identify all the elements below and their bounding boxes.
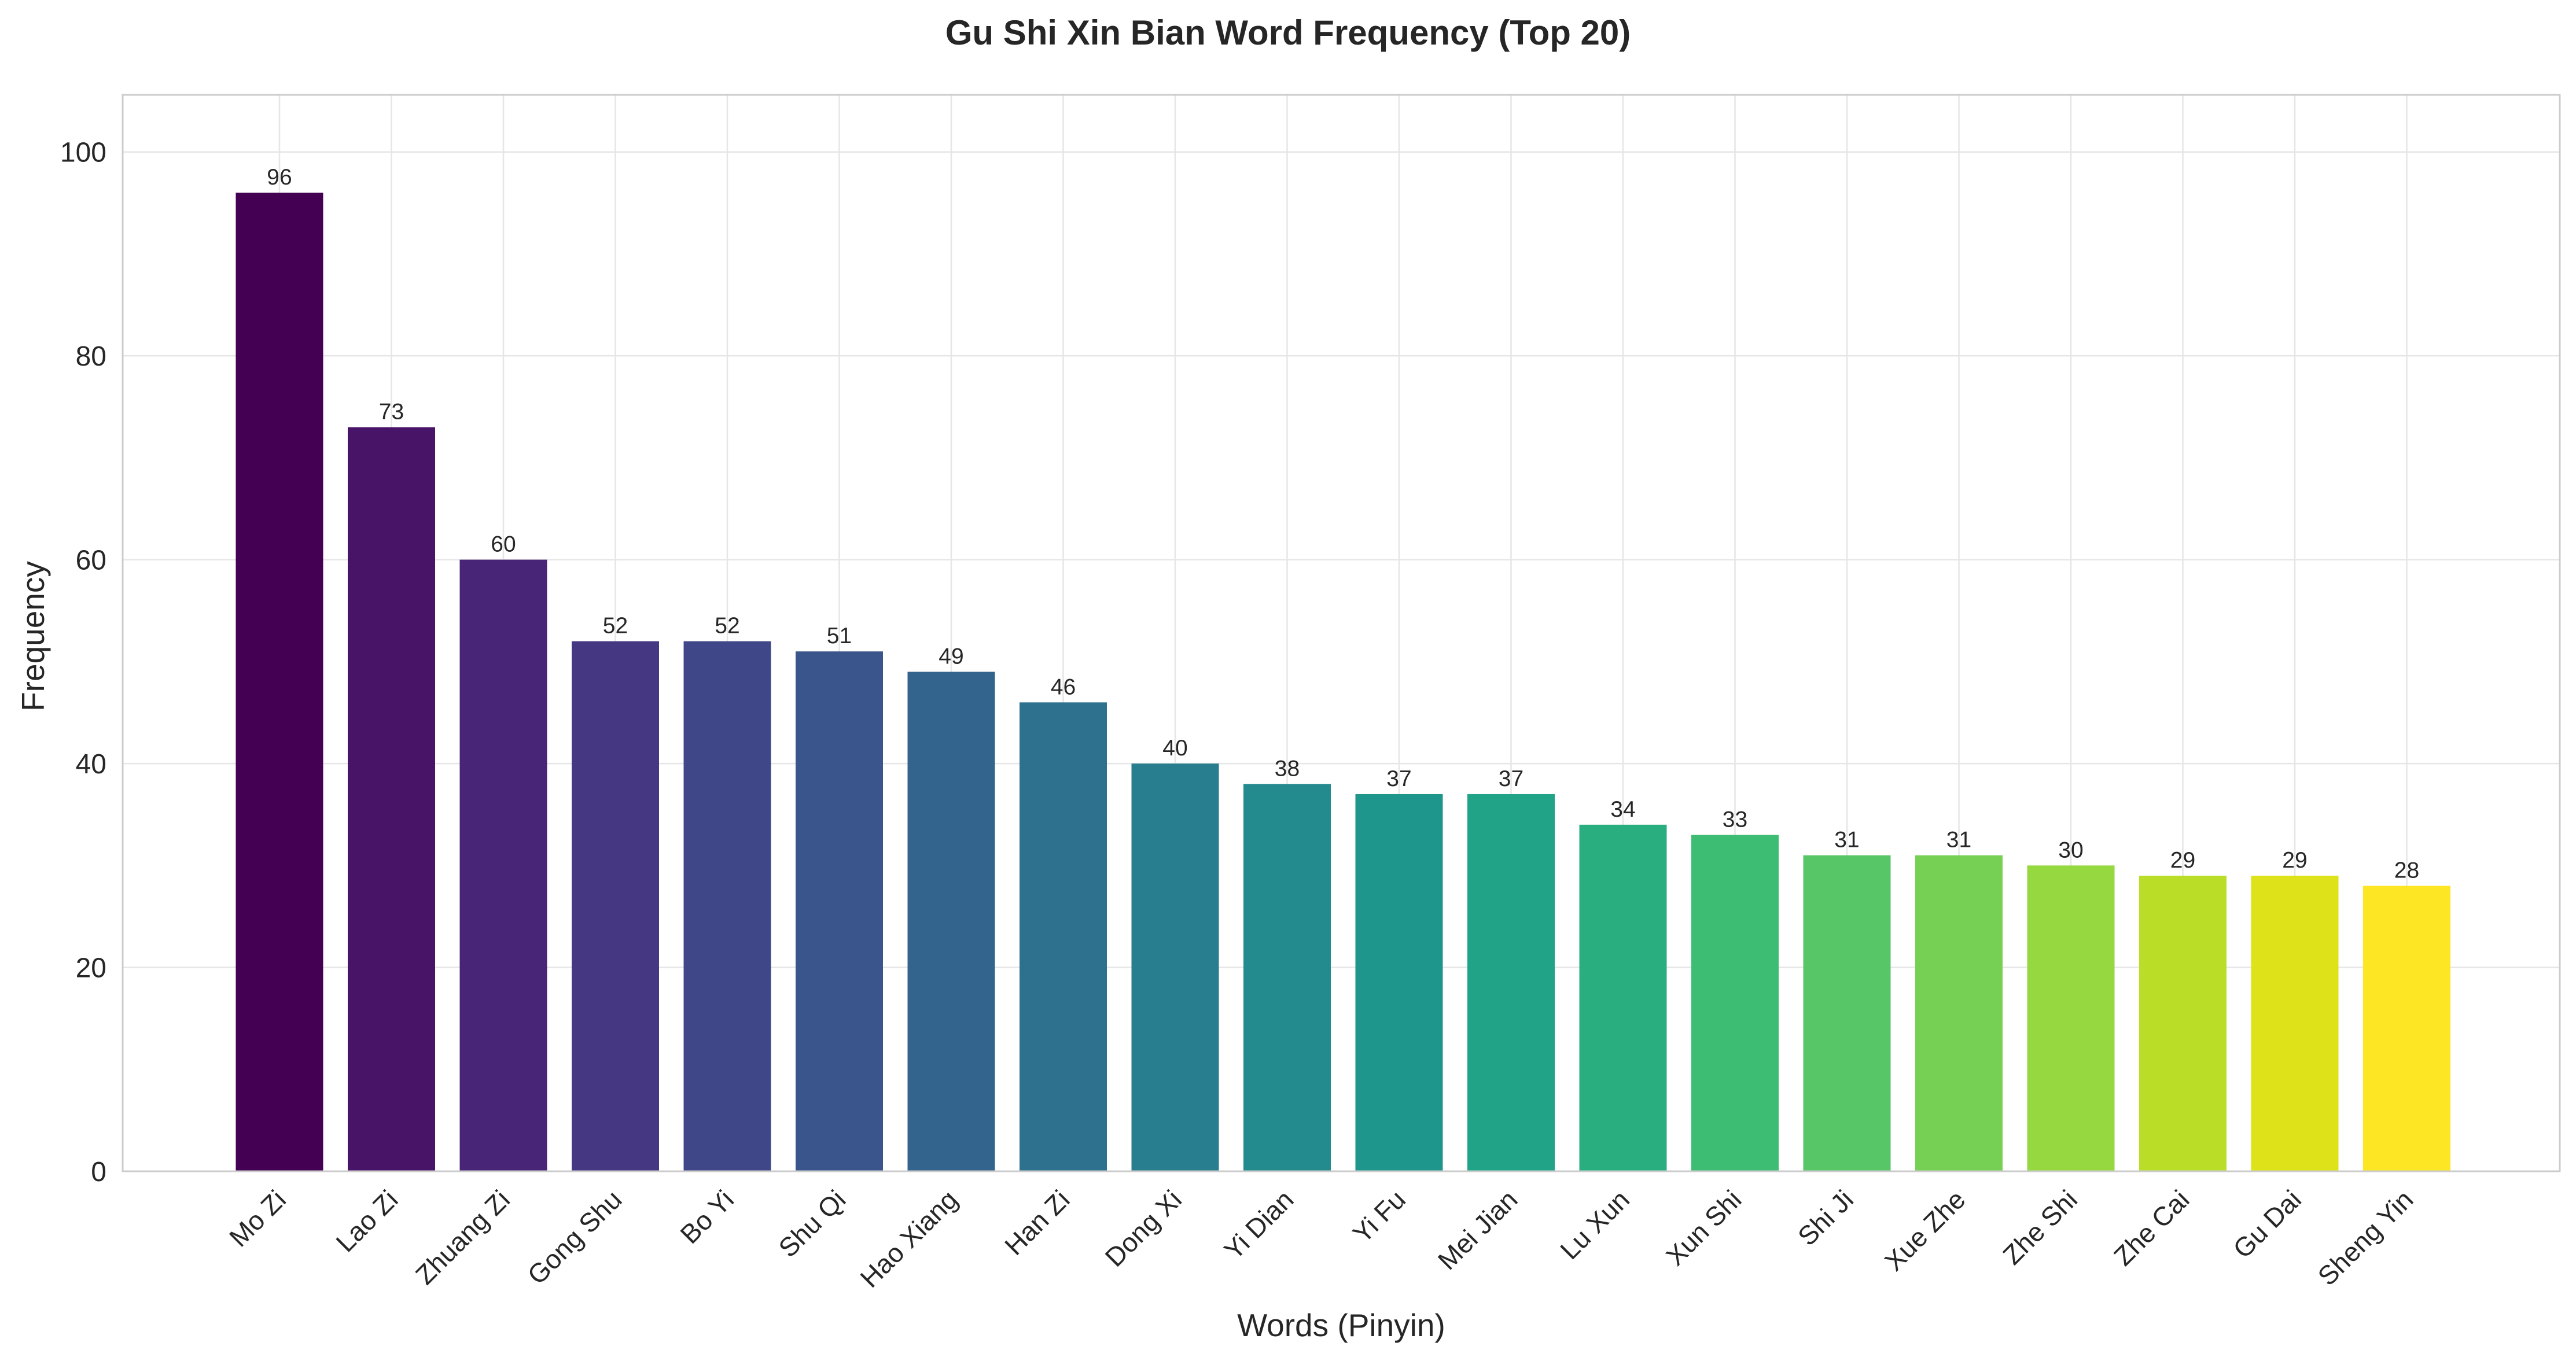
x-tick-label: Xun Shi <box>1660 1184 1747 1271</box>
data-label: 51 <box>827 624 852 648</box>
data-label: 28 <box>2394 858 2419 883</box>
data-label: 38 <box>1275 756 1300 781</box>
data-label: 96 <box>267 165 292 190</box>
data-label: 29 <box>2170 848 2195 873</box>
x-tick-label: Xue Zhe <box>1879 1184 1971 1277</box>
chart-title: Gu Shi Xin Bian Word Frequency (Top 20) <box>945 13 1631 52</box>
data-label: 37 <box>1386 766 1411 791</box>
y-tick-label: 80 <box>76 341 106 372</box>
x-tick-label: Gu Dai <box>2227 1184 2307 1264</box>
y-tick-label: 40 <box>76 749 106 780</box>
data-label: 46 <box>1051 674 1076 699</box>
x-tick-label: Lu Xun <box>1554 1184 1635 1265</box>
bar <box>1020 702 1107 1171</box>
bar <box>348 427 435 1172</box>
data-label: 29 <box>2282 848 2307 873</box>
x-tick-label: Yi Dian <box>1218 1184 1299 1265</box>
bar <box>2363 886 2450 1171</box>
bar <box>1803 855 1891 1171</box>
bar <box>683 641 771 1171</box>
x-tick-label: Sheng Yin <box>2312 1184 2419 1291</box>
data-label: 49 <box>939 644 963 669</box>
x-tick-labels: Mo Zi Lao Zi Zhuang Zi Gong Shu Bo Yi Shu Qi H… <box>223 1184 2419 1293</box>
data-label: 40 <box>1162 736 1187 761</box>
data-labels: 96 73 60 52 52 51 49 46 40 38 37 37 34 33 31 31 30 29 29 28 <box>267 165 2419 883</box>
bar <box>796 651 883 1171</box>
bar <box>1915 855 2003 1171</box>
bar <box>2027 865 2115 1171</box>
data-label: 34 <box>1610 797 1635 822</box>
bar <box>459 559 547 1171</box>
data-label: 60 <box>491 532 516 557</box>
bar <box>2139 875 2227 1171</box>
y-tick-label: 0 <box>91 1157 106 1187</box>
data-label: 73 <box>379 400 404 425</box>
data-label: 52 <box>715 614 739 639</box>
x-tick-label: Dong Xi <box>1099 1184 1187 1272</box>
y-tick-label: 100 <box>60 138 106 168</box>
x-tick-label: Mei Jian <box>1432 1184 1523 1275</box>
x-tick-label: Han Zi <box>999 1184 1076 1261</box>
y-tick-label: 60 <box>76 545 106 576</box>
data-label: 31 <box>1946 828 1971 853</box>
x-tick-label: Lao Zi <box>330 1184 403 1257</box>
x-tick-label: Mo Zi <box>223 1184 292 1252</box>
bar <box>1355 794 1443 1171</box>
bar <box>235 193 323 1171</box>
bar <box>1243 784 1331 1171</box>
plot-frame <box>122 94 2561 1172</box>
bars <box>235 193 2450 1172</box>
x-tick-label: Hao Xiang <box>854 1184 963 1293</box>
x-tick-label: Bo Yi <box>674 1184 739 1249</box>
bar <box>1691 835 1779 1171</box>
bar <box>1579 824 1667 1171</box>
x-tick-label: Yi Fu <box>1347 1184 1411 1248</box>
data-label: 31 <box>1834 828 1859 853</box>
bar <box>1131 764 1219 1171</box>
bar <box>1467 794 1555 1171</box>
x-tick-label: Zhuang Zi <box>410 1184 516 1290</box>
bar <box>572 641 659 1171</box>
y-tick-labels: 0 20 40 60 80 100 <box>60 138 106 1187</box>
y-tick-label: 20 <box>76 953 106 984</box>
x-tick-label: Zhe Cai <box>2108 1184 2195 1271</box>
bar <box>907 672 995 1171</box>
data-label: 52 <box>603 614 628 639</box>
y-axis-title: Frequency <box>15 561 51 711</box>
x-axis-title: Words (Pinyin) <box>1237 1307 1445 1343</box>
x-tick-label: Shi Ji <box>1792 1184 1859 1251</box>
data-label: 33 <box>1723 807 1747 832</box>
x-tick-label: Zhe Shi <box>1997 1184 2083 1270</box>
data-label: 37 <box>1499 766 1523 791</box>
x-tick-label: Gong Shu <box>521 1184 627 1290</box>
x-tick-label: Shu Qi <box>772 1184 851 1263</box>
bar <box>2251 875 2339 1171</box>
data-label: 30 <box>2058 838 2083 862</box>
